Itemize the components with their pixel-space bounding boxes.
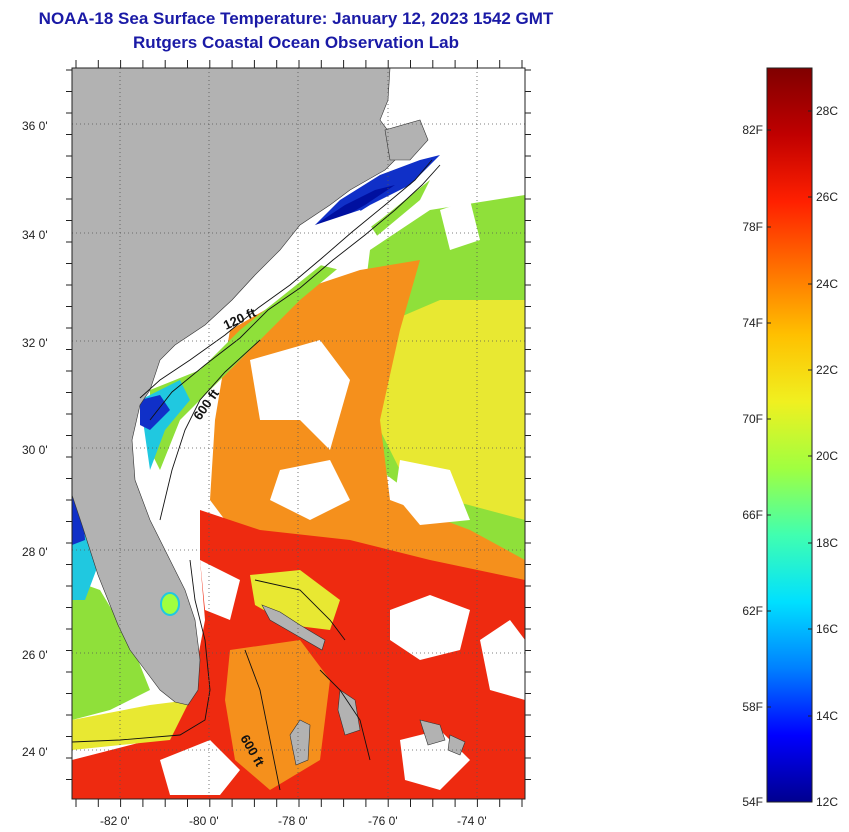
colorbar-c-label: 28C xyxy=(816,104,838,118)
lat-label: 34 0' xyxy=(22,228,48,242)
axis-ticks xyxy=(66,60,531,807)
colorbar-c-label: 18C xyxy=(816,536,838,550)
colorbar-c-label: 16C xyxy=(816,622,838,636)
lon-label: -74 0' xyxy=(457,814,487,828)
longitude-labels: -82 0' -80 0' -78 0' -76 0' -74 0' xyxy=(100,814,487,828)
temperature-colorbar: 82F 78F 74F 70F 66F 62F 58F 54F 28C 26C 24C 22C 20C… xyxy=(742,67,838,809)
lat-label: 36 0' xyxy=(22,119,48,133)
lon-label: -80 0' xyxy=(189,814,219,828)
depth-contours xyxy=(72,159,441,791)
sst-green-florida-gulf xyxy=(72,580,150,720)
lon-label: -82 0' xyxy=(100,814,130,828)
bahamas-islands xyxy=(261,604,466,766)
colorbar-gradient xyxy=(766,67,813,803)
colorbar-f-label: 82F xyxy=(742,123,763,137)
colorbar-celsius-labels: 28C 26C 24C 22C 20C 18C 16C 14C 12C xyxy=(808,104,838,809)
colorbar-c-label: 14C xyxy=(816,709,838,723)
latitude-labels: 36 0' 34 0' 32 0' 30 0' 28 0' 26 0' 24 0… xyxy=(22,119,48,759)
colorbar-f-label: 66F xyxy=(742,508,763,522)
cloud-patches xyxy=(160,200,525,795)
colorbar-c-label: 24C xyxy=(816,277,838,291)
sst-navy-carolina xyxy=(315,185,395,225)
colorbar-f-label: 78F xyxy=(742,220,763,234)
lake-okeechobee xyxy=(160,592,180,616)
lat-label: 24 0' xyxy=(22,745,48,759)
colorbar-c-label: 12C xyxy=(816,795,838,809)
colorbar-f-label: 70F xyxy=(742,412,763,426)
sst-orange-region xyxy=(210,260,525,600)
lat-label: 32 0' xyxy=(22,336,48,350)
colorbar-fahrenheit-labels: 82F 78F 74F 70F 66F 62F 58F 54F xyxy=(742,123,771,809)
map-subtitle: Rutgers Coastal Ocean Observation Lab xyxy=(133,33,459,52)
colorbar-c-label: 26C xyxy=(816,190,838,204)
map-title: NOAA-18 Sea Surface Temperature: January… xyxy=(38,9,554,28)
colorbar-f-label: 58F xyxy=(742,700,763,714)
colorbar-f-label: 62F xyxy=(742,604,763,618)
colorbar-f-label: 54F xyxy=(742,795,763,809)
lat-label: 28 0' xyxy=(22,545,48,559)
colorbar-c-label: 20C xyxy=(816,449,838,463)
land-us-east xyxy=(72,68,406,706)
map-field xyxy=(72,68,525,799)
lat-label: 26 0' xyxy=(22,648,48,662)
lat-label: 30 0' xyxy=(22,443,48,457)
sst-green-shelf xyxy=(150,180,430,470)
lon-label: -76 0' xyxy=(368,814,398,828)
sst-yellow-florida-keys xyxy=(72,700,190,750)
colorbar-f-label: 74F xyxy=(742,316,763,330)
lon-label: -78 0' xyxy=(278,814,308,828)
land-hatteras xyxy=(384,119,429,161)
colorbar-c-label: 22C xyxy=(816,363,838,377)
